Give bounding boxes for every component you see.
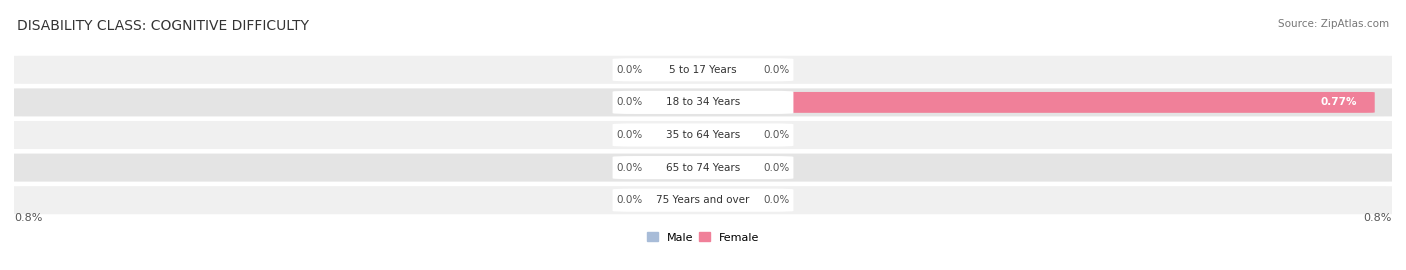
- FancyBboxPatch shape: [0, 56, 1406, 84]
- FancyBboxPatch shape: [647, 157, 711, 178]
- Text: 0.0%: 0.0%: [763, 195, 790, 205]
- Text: 5 to 17 Years: 5 to 17 Years: [669, 65, 737, 75]
- Text: 0.0%: 0.0%: [616, 97, 643, 107]
- Text: 0.0%: 0.0%: [763, 130, 790, 140]
- FancyBboxPatch shape: [0, 121, 1406, 149]
- Text: 0.0%: 0.0%: [616, 65, 643, 75]
- FancyBboxPatch shape: [647, 124, 711, 146]
- Text: 0.0%: 0.0%: [763, 163, 790, 173]
- Text: 0.0%: 0.0%: [616, 195, 643, 205]
- FancyBboxPatch shape: [695, 59, 759, 80]
- Legend: Male, Female: Male, Female: [643, 228, 763, 247]
- FancyBboxPatch shape: [647, 190, 711, 211]
- Text: 0.0%: 0.0%: [763, 65, 790, 75]
- Text: 0.0%: 0.0%: [616, 163, 643, 173]
- FancyBboxPatch shape: [613, 91, 793, 114]
- FancyBboxPatch shape: [695, 92, 1375, 113]
- FancyBboxPatch shape: [647, 92, 711, 113]
- FancyBboxPatch shape: [695, 190, 759, 211]
- Text: 65 to 74 Years: 65 to 74 Years: [666, 163, 740, 173]
- FancyBboxPatch shape: [647, 59, 711, 80]
- Text: 35 to 64 Years: 35 to 64 Years: [666, 130, 740, 140]
- FancyBboxPatch shape: [613, 58, 793, 81]
- Text: 0.8%: 0.8%: [1364, 213, 1392, 223]
- Text: 75 Years and over: 75 Years and over: [657, 195, 749, 205]
- FancyBboxPatch shape: [613, 123, 793, 147]
- Text: Source: ZipAtlas.com: Source: ZipAtlas.com: [1278, 19, 1389, 29]
- Text: 0.77%: 0.77%: [1322, 97, 1358, 107]
- FancyBboxPatch shape: [613, 156, 793, 179]
- FancyBboxPatch shape: [695, 124, 759, 146]
- Text: 0.8%: 0.8%: [14, 213, 42, 223]
- FancyBboxPatch shape: [613, 189, 793, 212]
- FancyBboxPatch shape: [0, 154, 1406, 182]
- Text: 18 to 34 Years: 18 to 34 Years: [666, 97, 740, 107]
- Text: DISABILITY CLASS: COGNITIVE DIFFICULTY: DISABILITY CLASS: COGNITIVE DIFFICULTY: [17, 19, 309, 33]
- FancyBboxPatch shape: [0, 88, 1406, 116]
- Text: 0.0%: 0.0%: [616, 130, 643, 140]
- FancyBboxPatch shape: [695, 157, 759, 178]
- FancyBboxPatch shape: [0, 186, 1406, 214]
